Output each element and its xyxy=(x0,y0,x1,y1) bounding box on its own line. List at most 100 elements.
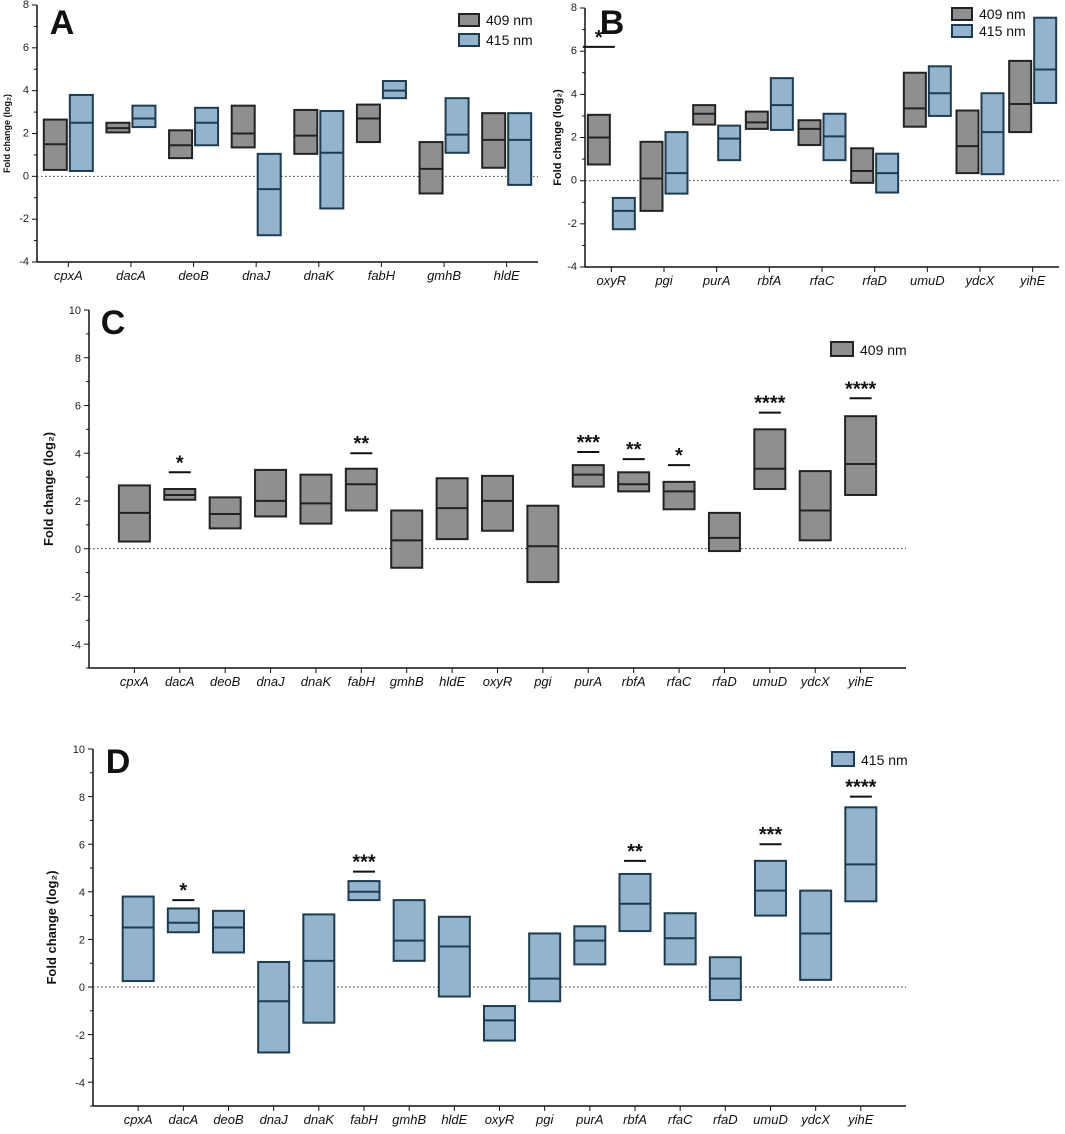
legend-swatch xyxy=(951,7,973,21)
range-box xyxy=(744,110,769,130)
y-tick-label: 4 xyxy=(571,88,577,100)
y-tick-label: -2 xyxy=(567,218,577,230)
category-label: rfaD xyxy=(712,674,737,689)
legend-swatch xyxy=(951,24,973,38)
y-tick-label: -4 xyxy=(567,261,577,273)
y-axis-label: Fold change (log₂) xyxy=(41,432,56,546)
category-label: umuD xyxy=(753,1112,788,1127)
significance-marker: *** xyxy=(577,432,601,454)
category-label: rfaC xyxy=(810,273,835,288)
category-label: cpxA xyxy=(120,674,149,689)
y-tick-label: 10 xyxy=(73,744,85,756)
panel-letter: D xyxy=(106,743,131,781)
significance-marker: **** xyxy=(845,777,876,799)
significance-marker: *** xyxy=(352,852,376,874)
category-label: deoB xyxy=(178,268,209,283)
y-tick-label: -4 xyxy=(19,256,29,268)
significance-marker: ** xyxy=(354,433,370,455)
range-box xyxy=(481,474,514,532)
significance-marker: * xyxy=(595,27,603,49)
y-tick-label: 0 xyxy=(75,544,81,556)
y-tick-label: 8 xyxy=(79,792,85,804)
y-tick-label: 6 xyxy=(23,42,29,54)
category-label: dnaK xyxy=(301,674,333,689)
category-label: dnaJ xyxy=(242,268,271,283)
significance-marker: * xyxy=(176,452,184,474)
y-tick-label: 4 xyxy=(75,448,81,460)
range-box xyxy=(618,872,652,933)
range-box xyxy=(664,131,689,195)
category-label: rbfA xyxy=(623,1112,647,1127)
category-label: umuD xyxy=(910,273,945,288)
category-label: gmhB xyxy=(390,674,424,689)
range-box xyxy=(611,196,636,231)
legend-swatch xyxy=(458,13,480,27)
range-box xyxy=(617,471,651,493)
range-box xyxy=(798,470,832,542)
legend-label: 415 nm xyxy=(861,752,908,768)
range-box xyxy=(571,464,605,488)
panel-b: B -4 -2 0 2 4 6 8 Fold change (log₂) oxyR pgi purA r… xyxy=(552,2,1059,288)
range-box xyxy=(254,468,288,518)
category-label: ydcX xyxy=(800,1112,831,1127)
range-box xyxy=(121,895,155,983)
y-tick-label: 2 xyxy=(75,496,81,508)
category-label: purA xyxy=(574,674,602,689)
legend-label: 415 nm xyxy=(979,23,1026,39)
category-label: fabH xyxy=(350,1112,378,1127)
range-box xyxy=(586,113,611,166)
y-tick-label: 6 xyxy=(79,839,85,851)
significance-marker: * xyxy=(179,880,187,902)
category-label: rbfA xyxy=(622,674,646,689)
range-box xyxy=(319,110,345,210)
category-label: rfaC xyxy=(667,674,692,689)
category-label: rfaC xyxy=(668,1112,693,1127)
range-box xyxy=(692,104,717,126)
category-label: dacA xyxy=(116,268,146,283)
category-label: deoB xyxy=(213,1112,244,1127)
range-box xyxy=(68,93,94,172)
category-label: dnaJ xyxy=(256,674,285,689)
range-box xyxy=(347,880,381,902)
legend-label: 409 nm xyxy=(860,342,907,358)
y-tick-label: 0 xyxy=(79,982,85,994)
category-label: pgi xyxy=(654,273,673,288)
y-tick-label: 2 xyxy=(23,127,29,139)
range-box xyxy=(927,65,952,117)
range-box xyxy=(573,925,607,966)
category-label: hldE xyxy=(441,1112,467,1127)
legend-swatch xyxy=(830,341,854,357)
range-box xyxy=(797,119,822,147)
legend-swatch xyxy=(831,751,855,767)
category-label: oxyR xyxy=(485,1112,515,1127)
range-box xyxy=(1008,59,1033,134)
range-box xyxy=(483,1005,516,1042)
range-box xyxy=(212,909,245,954)
range-box xyxy=(355,103,381,144)
range-box xyxy=(717,124,742,162)
range-box xyxy=(381,80,407,100)
range-box xyxy=(639,140,664,212)
range-box xyxy=(844,806,878,903)
category-label: yihE xyxy=(1019,273,1046,288)
significance-marker: **** xyxy=(845,378,876,400)
range-box xyxy=(844,415,878,496)
category-label: yihE xyxy=(847,674,874,689)
range-box xyxy=(437,915,471,998)
range-box xyxy=(344,467,378,512)
y-axis-label: Fold change (log₂) xyxy=(44,870,59,984)
range-box xyxy=(131,104,157,129)
category-label: cpxA xyxy=(54,268,83,283)
category-label: pgi xyxy=(535,1112,554,1127)
range-box xyxy=(902,71,927,128)
significance-marker: ** xyxy=(627,841,643,863)
y-tick-label: 2 xyxy=(79,935,85,947)
range-box xyxy=(980,92,1005,176)
y-tick-label: 2 xyxy=(571,131,577,143)
range-box xyxy=(753,428,787,491)
category-label: hldE xyxy=(494,268,520,283)
range-box xyxy=(418,141,444,195)
range-box xyxy=(390,509,424,569)
category-label: ydcX xyxy=(800,674,831,689)
